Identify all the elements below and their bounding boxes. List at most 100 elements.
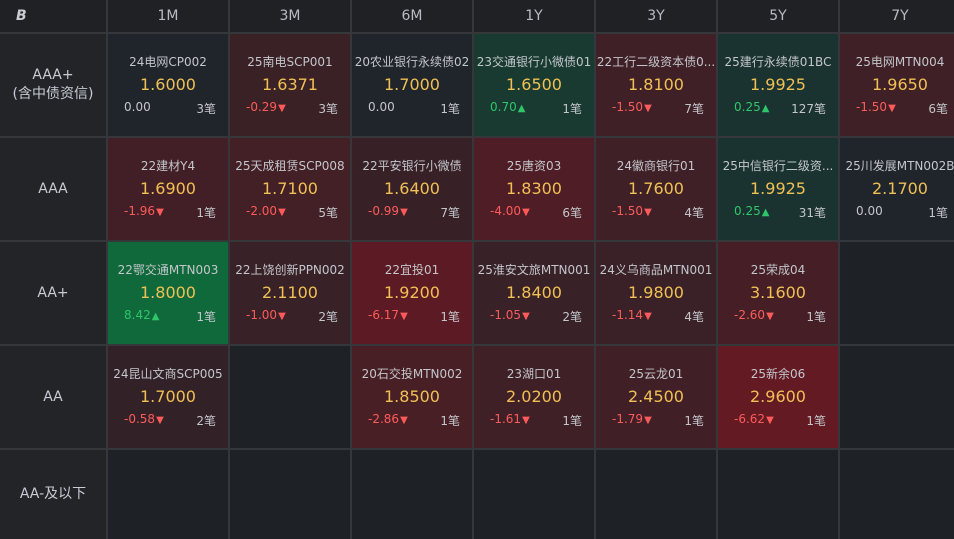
trade-count: 5笔 bbox=[318, 206, 338, 220]
bond-change-value: 0.70 bbox=[490, 100, 517, 114]
bond-yield-value: 1.9800 bbox=[628, 283, 684, 302]
triangle-down-icon: ▼ bbox=[278, 207, 286, 218]
bond-yield-value: 1.9650 bbox=[872, 75, 928, 94]
bond-cell[interactable]: 22平安银行小微债 1.6400 -0.99▼ 7笔 bbox=[352, 138, 472, 240]
trade-count: 2笔 bbox=[196, 414, 216, 428]
bond-name: 22鄂交通MTN003 bbox=[117, 263, 219, 277]
triangle-down-icon: ▼ bbox=[766, 311, 774, 322]
bond-cell[interactable]: 22宜投01 1.9200 -6.17▼ 1笔 bbox=[352, 242, 472, 344]
bond-name: 25建行永续债01BC bbox=[724, 55, 832, 69]
bond-name: 25淮安文旅MTN001 bbox=[477, 263, 591, 277]
bond-cell[interactable]: 20石交投MTN002 1.8500 -2.86▼ 1笔 bbox=[352, 346, 472, 448]
bond-cell[interactable]: 25南电SCP001 1.6371 -0.29▼ 3笔 bbox=[230, 34, 350, 136]
bond-change: -0.99▼ bbox=[368, 204, 408, 218]
trade-count: 2笔 bbox=[562, 310, 582, 324]
bond-cell[interactable]: 24义乌商品MTN001 1.9800 -1.14▼ 4笔 bbox=[596, 242, 716, 344]
trade-count: 6笔 bbox=[928, 102, 948, 116]
bond-cell[interactable]: 25中信银行二级资... 1.9925 0.25▲ 31笔 bbox=[718, 138, 838, 240]
bond-cell[interactable]: 23湖口01 2.0200 -1.61▼ 1笔 bbox=[474, 346, 594, 448]
bond-change: -1.61▼ bbox=[490, 412, 530, 426]
tenor-header-7y[interactable]: 7Y bbox=[840, 0, 954, 32]
trade-count: 1笔 bbox=[440, 102, 460, 116]
bond-cell[interactable]: 22工行二级资本债0... 1.8100 -1.50▼ 7笔 bbox=[596, 34, 716, 136]
rating-label: AAA+ bbox=[32, 67, 74, 83]
bond-change: 0.70▲ bbox=[490, 100, 525, 114]
bond-cell[interactable]: 25川发展MTN002B 2.1700 0.00 1笔 bbox=[840, 138, 954, 240]
trade-count: 4笔 bbox=[684, 206, 704, 220]
bond-change-value: 0.25 bbox=[734, 204, 761, 218]
tenor-header-5y[interactable]: 5Y bbox=[718, 0, 838, 32]
bond-change-value: -0.29 bbox=[246, 100, 278, 114]
bond-name: 25荣成04 bbox=[750, 263, 806, 277]
trade-count: 1笔 bbox=[684, 414, 704, 428]
bond-name: 22上饶创新PPN002 bbox=[235, 263, 345, 277]
tenor-header-3m[interactable]: 3M bbox=[230, 0, 350, 32]
trade-count: 1笔 bbox=[440, 414, 460, 428]
bond-name: 25电网MTN004 bbox=[855, 55, 945, 69]
bond-cell[interactable]: 25新余06 2.9600 -6.62▼ 1笔 bbox=[718, 346, 838, 448]
bond-cell[interactable]: 25荣成04 3.1600 -2.60▼ 1笔 bbox=[718, 242, 838, 344]
trade-count: 3笔 bbox=[318, 102, 338, 116]
rating-row-header: AA bbox=[0, 346, 106, 448]
bond-yield-value: 1.8400 bbox=[506, 283, 562, 302]
bond-change-value: -0.58 bbox=[124, 412, 156, 426]
bond-change-value: 8.42 bbox=[124, 308, 151, 322]
bond-cell[interactable]: 22建材Y4 1.6900 -1.96▼ 1笔 bbox=[108, 138, 228, 240]
triangle-up-icon: ▲ bbox=[517, 103, 526, 114]
bond-cell[interactable]: 25建行永续债01BC 1.9925 0.25▲ 127笔 bbox=[718, 34, 838, 136]
bond-yield-value: 1.8100 bbox=[628, 75, 684, 94]
bond-change-value: -1.05 bbox=[490, 308, 522, 322]
tenor-header-1m[interactable]: 1M bbox=[108, 0, 228, 32]
triangle-down-icon: ▼ bbox=[278, 103, 286, 114]
bond-cell[interactable]: 24电网CP002 1.6000 0.00 3笔 bbox=[108, 34, 228, 136]
tenor-header-1y[interactable]: 1Y bbox=[474, 0, 594, 32]
bond-change-value: -1.50 bbox=[856, 100, 888, 114]
rating-label: AA-及以下 bbox=[19, 486, 87, 502]
triangle-down-icon: ▼ bbox=[156, 207, 164, 218]
bond-cell[interactable]: 23交通银行小微债01 1.6500 0.70▲ 1笔 bbox=[474, 34, 594, 136]
bond-cell[interactable]: 25淮安文旅MTN001 1.8400 -1.05▼ 2笔 bbox=[474, 242, 594, 344]
empty-bond-cell bbox=[108, 450, 228, 539]
bond-cell[interactable]: 25唐资03 1.8300 -4.00▼ 6笔 bbox=[474, 138, 594, 240]
bond-cell[interactable]: 25天成租赁SCP008 1.7100 -2.00▼ 5笔 bbox=[230, 138, 350, 240]
bond-yield-value: 1.6000 bbox=[140, 75, 196, 94]
bond-yield-value: 1.8300 bbox=[506, 179, 562, 198]
bond-change: -1.50▼ bbox=[612, 204, 652, 218]
bond-change: -2.00▼ bbox=[246, 204, 286, 218]
bond-change: 0.25▲ bbox=[734, 100, 769, 114]
trade-count: 127笔 bbox=[791, 102, 826, 116]
bond-change: -4.00▼ bbox=[490, 204, 530, 218]
bond-cell[interactable]: 20农业银行永续债02 1.7000 0.00 1笔 bbox=[352, 34, 472, 136]
bond-cell[interactable]: 25云龙01 2.4500 -1.79▼ 1笔 bbox=[596, 346, 716, 448]
tenor-header-3y[interactable]: 3Y bbox=[596, 0, 716, 32]
triangle-down-icon: ▼ bbox=[156, 415, 164, 426]
bond-yield-value: 1.6371 bbox=[262, 75, 318, 94]
bond-cell[interactable]: 22上饶创新PPN002 2.1100 -1.00▼ 2笔 bbox=[230, 242, 350, 344]
bond-change: 0.00 bbox=[856, 204, 883, 218]
empty-bond-cell bbox=[474, 450, 594, 539]
trade-count: 1笔 bbox=[928, 206, 948, 220]
trade-count: 3笔 bbox=[196, 102, 216, 116]
bond-cell[interactable]: 24徽商银行01 1.7600 -1.50▼ 4笔 bbox=[596, 138, 716, 240]
bond-change: -2.60▼ bbox=[734, 308, 774, 322]
tenor-header-6m[interactable]: 6M bbox=[352, 0, 472, 32]
bond-cell[interactable]: 22鄂交通MTN003 1.8000 8.42▲ 1笔 bbox=[108, 242, 228, 344]
bond-name: 23湖口01 bbox=[506, 367, 562, 381]
bond-cell[interactable]: 25电网MTN004 1.9650 -1.50▼ 6笔 bbox=[840, 34, 954, 136]
bond-yield-value: 1.9925 bbox=[750, 179, 806, 198]
bond-change-value: 0.00 bbox=[856, 204, 883, 218]
triangle-down-icon: ▼ bbox=[644, 415, 652, 426]
trade-count: 1笔 bbox=[806, 310, 826, 324]
bond-change: -0.29▼ bbox=[246, 100, 286, 114]
bond-name: 25中信银行二级资... bbox=[722, 159, 834, 173]
bond-change: -6.62▼ bbox=[734, 412, 774, 426]
bond-change-value: -1.00 bbox=[246, 308, 278, 322]
rating-row-header: AA+ bbox=[0, 242, 106, 344]
rating-row-header: AAA bbox=[0, 138, 106, 240]
bond-cell[interactable]: 24昆山文商SCP005 1.7000 -0.58▼ 2笔 bbox=[108, 346, 228, 448]
bond-name: 25川发展MTN002B bbox=[845, 159, 954, 173]
rating-label: AA+ bbox=[37, 284, 69, 301]
bond-change: 0.25▲ bbox=[734, 204, 769, 218]
triangle-down-icon: ▼ bbox=[522, 415, 530, 426]
